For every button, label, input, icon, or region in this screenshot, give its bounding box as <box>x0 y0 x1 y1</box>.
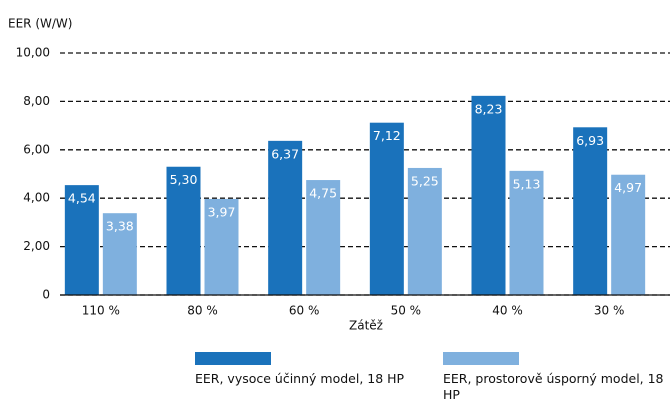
value-label: 4,97 <box>614 180 642 195</box>
value-label: 8,23 <box>475 101 503 116</box>
x-tick-label: 40 % <box>492 304 523 318</box>
bar <box>306 180 341 295</box>
value-label: 6,93 <box>576 133 604 148</box>
bar <box>369 122 404 295</box>
bar <box>64 185 99 295</box>
y-tick-label: 8,00 <box>23 94 50 108</box>
y-axis-label: EER (W/W) <box>8 17 72 31</box>
bar <box>204 198 239 295</box>
bar <box>471 95 506 295</box>
value-label: 3,38 <box>106 219 134 234</box>
value-label: 5,25 <box>411 173 439 188</box>
legend-label: EER, vysoce účinný model, 18 HP <box>195 371 405 386</box>
y-tick-label: 2,00 <box>23 239 50 253</box>
value-label: 4,75 <box>309 186 337 201</box>
legend-swatch <box>443 352 519 365</box>
bar <box>573 127 608 295</box>
bar <box>268 140 303 295</box>
value-label: 5,13 <box>513 176 541 191</box>
value-label: 5,30 <box>170 172 198 187</box>
bar <box>102 213 137 295</box>
y-tick-label: 6,00 <box>23 142 50 156</box>
value-label: 3,97 <box>208 204 236 219</box>
legend-label: EER, prostorově úsporný model, 18 HP <box>443 371 664 401</box>
y-tick-label: 0 <box>42 288 50 302</box>
bar <box>166 166 201 295</box>
x-tick-label: 30 % <box>594 304 625 318</box>
x-tick-label: 50 % <box>391 304 422 318</box>
bar <box>509 170 544 295</box>
x-tick-label: 60 % <box>289 304 320 318</box>
value-label: 7,12 <box>373 128 401 143</box>
y-tick-label: 10,00 <box>16 46 50 60</box>
x-tick-label: 110 % <box>82 304 120 318</box>
value-label: 6,37 <box>271 146 299 161</box>
y-tick-label: 4,00 <box>23 191 50 205</box>
value-label: 4,54 <box>68 191 96 206</box>
x-axis-label: Zátěž <box>349 319 383 333</box>
legend-swatch <box>195 352 271 365</box>
bar <box>407 167 442 295</box>
x-tick-label: 80 % <box>187 304 218 318</box>
bar <box>611 174 646 295</box>
